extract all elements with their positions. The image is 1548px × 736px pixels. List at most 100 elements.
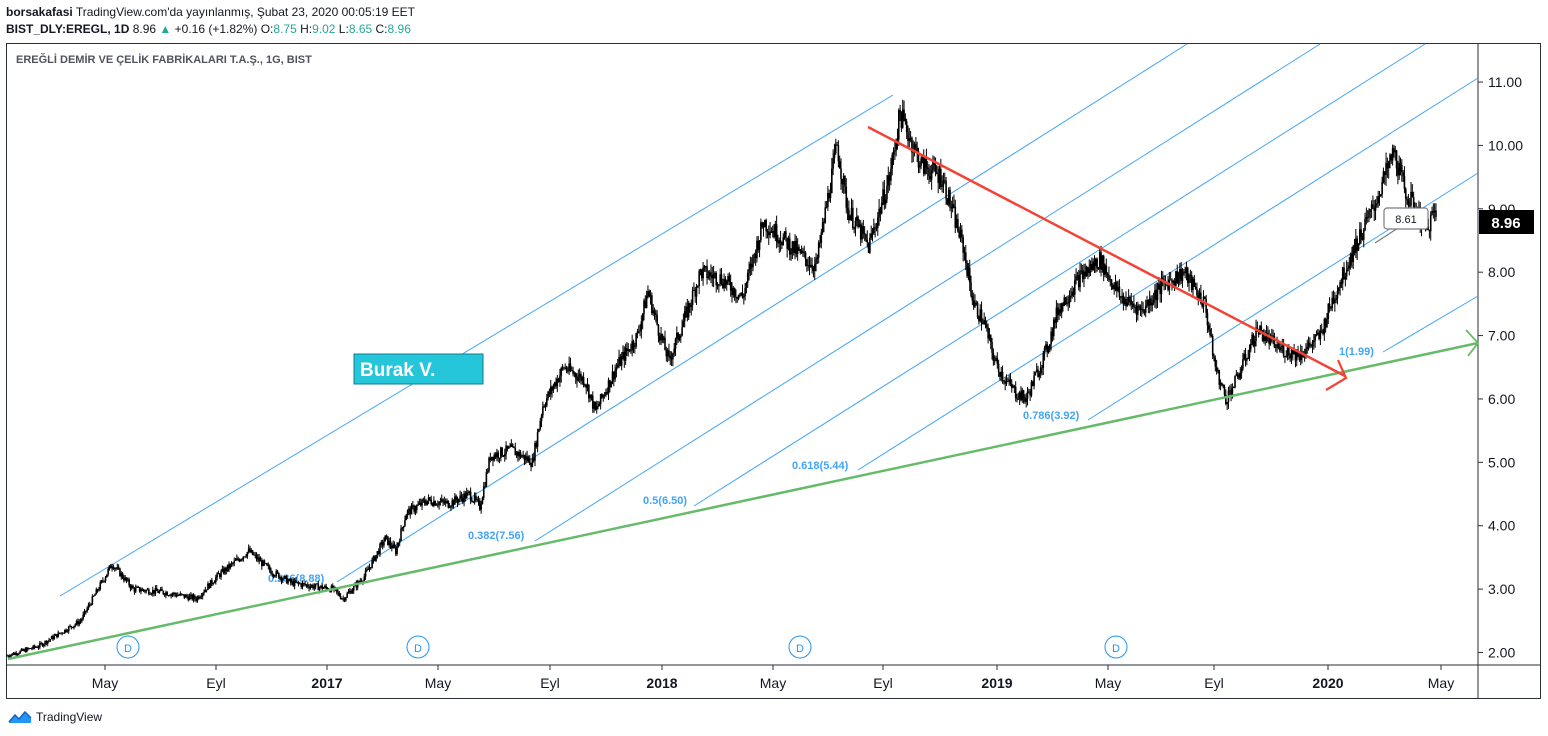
candle-body [928,169,930,177]
candle-body [848,210,850,221]
candle-body [238,559,241,562]
candle-body [535,443,538,447]
candle-body [1327,303,1330,319]
candle-body [456,500,459,503]
candle-body [1156,289,1159,301]
candle-body [222,568,225,574]
candle-body [983,320,985,324]
candle-body [640,321,643,331]
candle-body [486,471,489,473]
candle-body [187,596,190,601]
candle-body [790,251,792,255]
publish-info: borsakafasi TradingView.com'da yayınlanm… [6,5,415,19]
candle-body [1240,368,1243,373]
candle-body [50,636,53,640]
candle-body [388,540,390,545]
candle-body [212,583,215,585]
support-trend-line[interactable] [7,341,1479,661]
candle-body [56,634,58,638]
candle-body [366,569,368,571]
footer: TradingView [8,710,102,724]
candle-body [106,574,108,578]
footer-brand[interactable]: TradingView [36,710,103,724]
x-tick-label: 2018 [646,675,677,691]
candle-body [461,497,464,502]
candle-body [1126,302,1129,307]
instrument-title: EREĞLİ DEMİR VE ÇELİK FABRİKALARI T.A.Ş.… [16,54,312,66]
candle-body [764,220,766,228]
candle-body [862,226,865,234]
candle-body [900,113,903,128]
candle-body [204,589,207,593]
candle-body [807,265,809,266]
candle-body [503,454,506,457]
candle-body [207,583,209,590]
candle-body [791,241,794,252]
candle-body [1133,303,1135,307]
candle-body [1298,356,1301,361]
candle-body [787,238,790,250]
candle-body [867,242,870,253]
candle-body [1146,299,1148,306]
candle-body [863,233,866,235]
candle-body [802,250,804,254]
candle-body [651,295,653,314]
candle-body [178,595,180,596]
x-tick-label: 2017 [311,675,342,691]
candle-body [658,335,661,341]
candle-body [1221,382,1223,386]
chart-frame[interactable] [6,43,1541,699]
candle-body [28,648,31,650]
x-tick-label: May [92,675,118,691]
candle-body [350,590,352,594]
watermark-text: Burak V. [360,360,435,381]
candle-body [1389,154,1391,162]
candle-body [309,586,312,589]
candle-body [991,342,993,353]
candle-body [964,252,967,263]
tradingview-logo-icon[interactable] [8,710,32,724]
candle-body [924,159,926,174]
dividend-marker[interactable] [116,635,140,659]
candle-body [346,593,348,598]
candle-body [1435,210,1437,217]
candle-body [1058,309,1060,316]
candle-body [832,158,834,169]
candle-body [842,175,845,185]
dividend-marker[interactable] [1104,635,1128,659]
candle-body [1096,258,1098,269]
candle-body [1118,286,1121,297]
dividend-marker[interactable] [788,635,812,659]
candle-body [580,374,582,381]
dividend-marker[interactable] [406,635,430,659]
candle-body [85,610,87,612]
candle-body [94,594,96,596]
candle-body [1179,268,1181,280]
candle-body [280,577,283,581]
candle-body [166,592,169,596]
candle-body [228,564,230,569]
candle-body [1102,255,1105,275]
candle-body [664,337,666,351]
candle-body [740,292,742,296]
candle-body [794,240,796,253]
candle-body [203,592,205,594]
candle-body [753,254,756,255]
candle-body [782,237,785,246]
resistance-trend-line[interactable] [867,125,1346,378]
price-callout-box[interactable] [1383,207,1429,230]
candle-body [253,554,255,556]
candle-body [1045,344,1047,348]
candle-body [1322,330,1324,335]
candle-body [777,241,779,244]
candle-body [1198,292,1201,299]
candle-body [1034,371,1037,376]
candle-body [452,500,455,505]
candle-body [36,647,39,648]
candle-body [75,620,78,625]
candle-body [1408,205,1411,207]
candle-body [1042,353,1045,368]
candle-body [1307,342,1310,347]
candle-body [611,371,614,382]
